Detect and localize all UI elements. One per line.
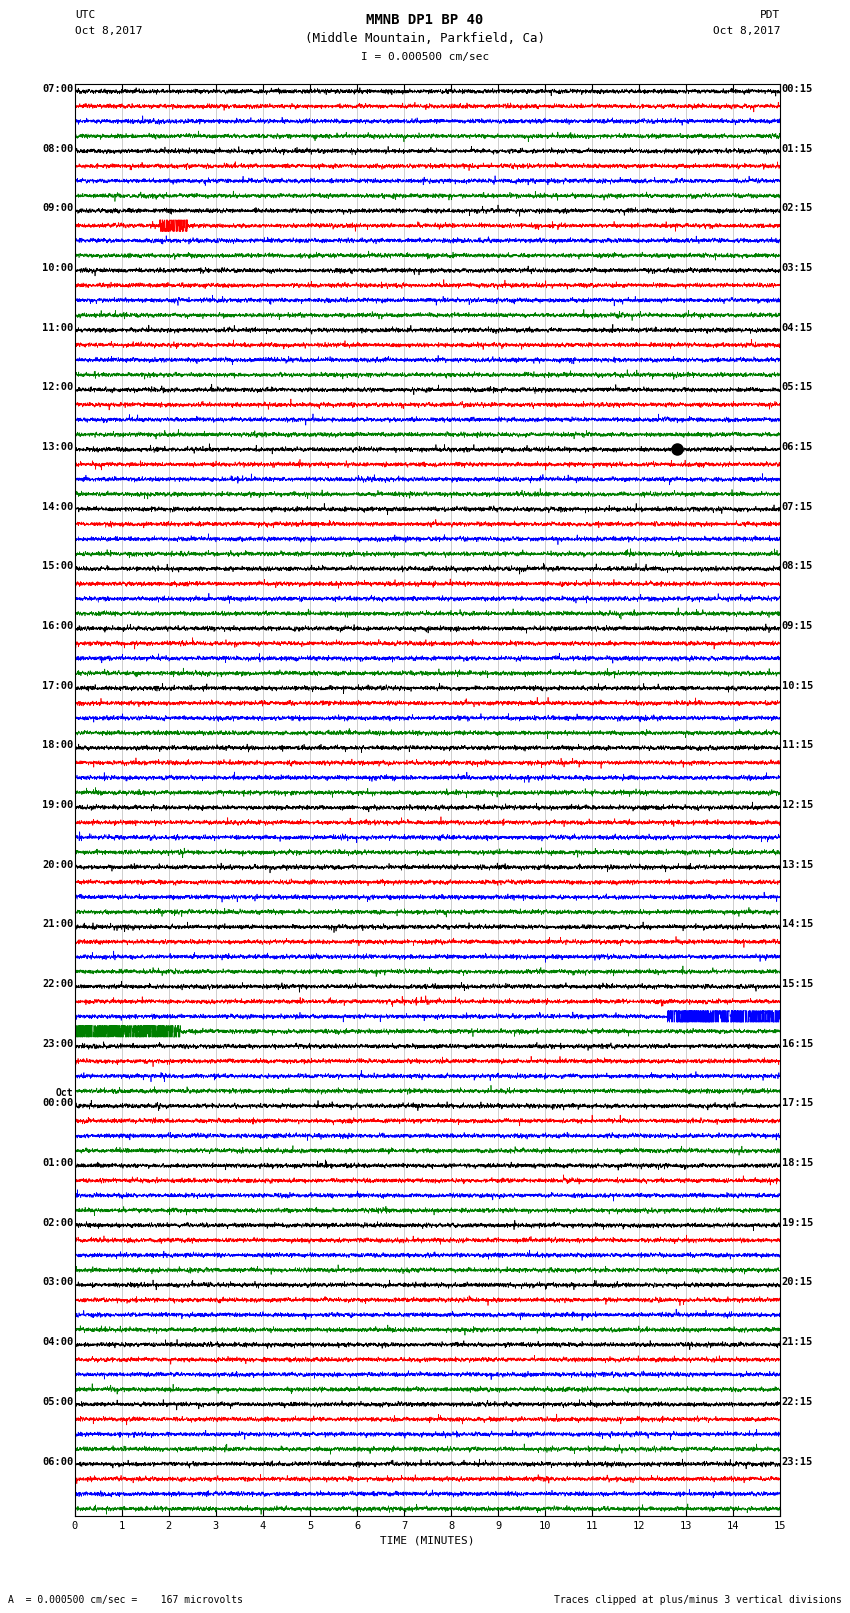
Text: Oct 8,2017: Oct 8,2017 [75, 26, 142, 35]
Text: 23:15: 23:15 [782, 1457, 813, 1466]
Text: 05:15: 05:15 [782, 382, 813, 392]
Text: 06:15: 06:15 [782, 442, 813, 452]
Text: 19:00: 19:00 [42, 800, 73, 810]
Text: 09:00: 09:00 [42, 203, 73, 213]
Text: 18:15: 18:15 [782, 1158, 813, 1168]
Text: Traces clipped at plus/minus 3 vertical divisions: Traces clipped at plus/minus 3 vertical … [553, 1595, 842, 1605]
Text: 04:00: 04:00 [42, 1337, 73, 1347]
Text: A  = 0.000500 cm/sec =    167 microvolts: A = 0.000500 cm/sec = 167 microvolts [8, 1595, 243, 1605]
Text: 15:00: 15:00 [42, 561, 73, 571]
Text: 10:00: 10:00 [42, 263, 73, 273]
Text: 00:00: 00:00 [42, 1098, 73, 1108]
Text: 12:00: 12:00 [42, 382, 73, 392]
Text: 19:15: 19:15 [782, 1218, 813, 1227]
Text: UTC: UTC [75, 10, 95, 19]
Text: 20:00: 20:00 [42, 860, 73, 869]
Text: 14:00: 14:00 [42, 502, 73, 511]
Text: 04:15: 04:15 [782, 323, 813, 332]
Text: 01:00: 01:00 [42, 1158, 73, 1168]
Text: 15:15: 15:15 [782, 979, 813, 989]
Text: 22:00: 22:00 [42, 979, 73, 989]
Text: 14:15: 14:15 [782, 919, 813, 929]
Text: Oct 8,2017: Oct 8,2017 [713, 26, 780, 35]
Text: 17:00: 17:00 [42, 681, 73, 690]
Text: 09:15: 09:15 [782, 621, 813, 631]
Text: 12:15: 12:15 [782, 800, 813, 810]
Text: 03:00: 03:00 [42, 1277, 73, 1287]
Text: 05:00: 05:00 [42, 1397, 73, 1407]
Text: (Middle Mountain, Parkfield, Ca): (Middle Mountain, Parkfield, Ca) [305, 32, 545, 45]
Text: 18:00: 18:00 [42, 740, 73, 750]
Text: MMNB DP1 BP 40: MMNB DP1 BP 40 [366, 13, 484, 27]
Text: 00:15: 00:15 [782, 84, 813, 94]
Text: 20:15: 20:15 [782, 1277, 813, 1287]
Text: 13:15: 13:15 [782, 860, 813, 869]
Text: 11:00: 11:00 [42, 323, 73, 332]
Text: 06:00: 06:00 [42, 1457, 73, 1466]
Text: 16:00: 16:00 [42, 621, 73, 631]
Text: Oct: Oct [56, 1089, 73, 1098]
Text: 16:15: 16:15 [782, 1039, 813, 1048]
Text: 23:00: 23:00 [42, 1039, 73, 1048]
Text: PDT: PDT [760, 10, 780, 19]
Text: 07:15: 07:15 [782, 502, 813, 511]
Text: 21:00: 21:00 [42, 919, 73, 929]
Text: 02:00: 02:00 [42, 1218, 73, 1227]
X-axis label: TIME (MINUTES): TIME (MINUTES) [380, 1536, 475, 1545]
Text: 10:15: 10:15 [782, 681, 813, 690]
Text: 02:15: 02:15 [782, 203, 813, 213]
Text: 13:00: 13:00 [42, 442, 73, 452]
Text: 01:15: 01:15 [782, 144, 813, 153]
Text: 11:15: 11:15 [782, 740, 813, 750]
Text: 08:00: 08:00 [42, 144, 73, 153]
Text: 07:00: 07:00 [42, 84, 73, 94]
Text: 21:15: 21:15 [782, 1337, 813, 1347]
Text: 22:15: 22:15 [782, 1397, 813, 1407]
Text: 03:15: 03:15 [782, 263, 813, 273]
Text: 08:15: 08:15 [782, 561, 813, 571]
Text: 17:15: 17:15 [782, 1098, 813, 1108]
Text: I = 0.000500 cm/sec: I = 0.000500 cm/sec [361, 52, 489, 61]
